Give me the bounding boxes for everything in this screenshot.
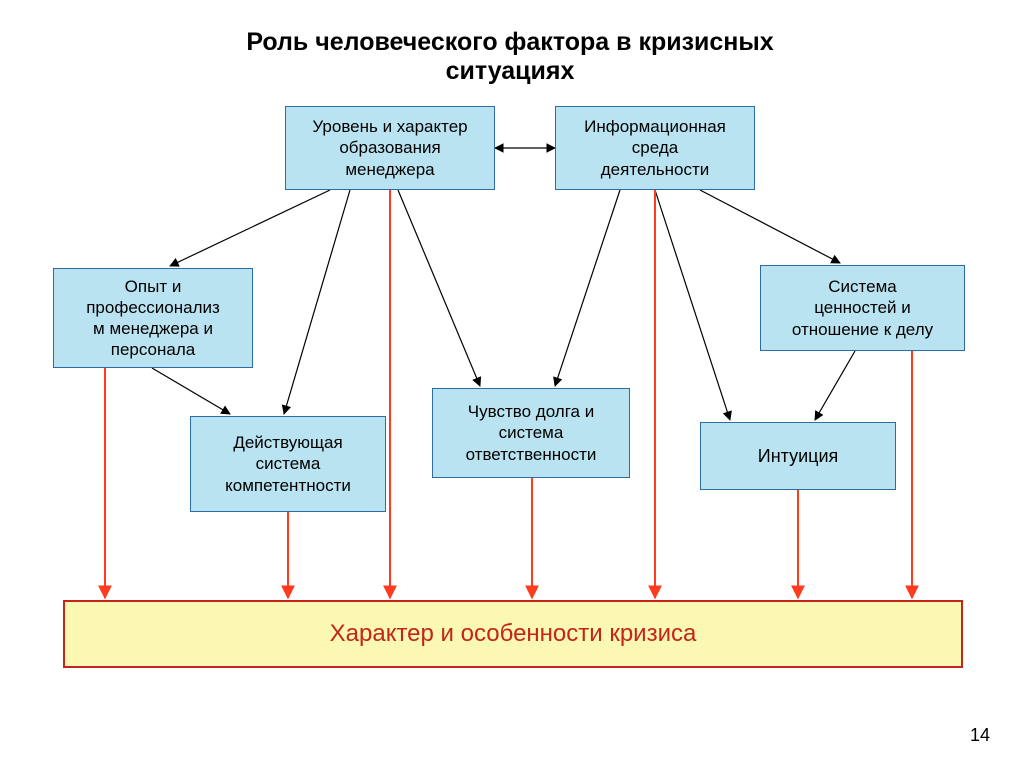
diagram-canvas: Роль человеческого фактора в кризисных с… [0,0,1024,767]
box-competency-system: Действующаясистемакомпетентности [190,416,386,512]
bottom-bar-crisis: Характер и особенности кризиса [63,600,963,668]
page-number: 14 [970,725,990,746]
box-experience: Опыт ипрофессионализм менеджера иперсона… [53,268,253,368]
box-info-environment: Информационнаясредадеятельности [555,106,755,190]
box-intuition: Интуиция [700,422,896,490]
diagram-title: Роль человеческого фактора в кризисных с… [160,28,860,86]
box-value-system: Системаценностей иотношение к делу [760,265,965,351]
bottom-bar-label: Характер и особенности кризиса [330,620,697,648]
box-education-level: Уровень и характеробразованияменеджера [285,106,495,190]
title-line2: ситуациях [160,57,860,86]
box-duty-responsibility: Чувство долга исистемаответственности [432,388,630,478]
title-line1: Роль человеческого фактора в кризисных [160,28,860,57]
